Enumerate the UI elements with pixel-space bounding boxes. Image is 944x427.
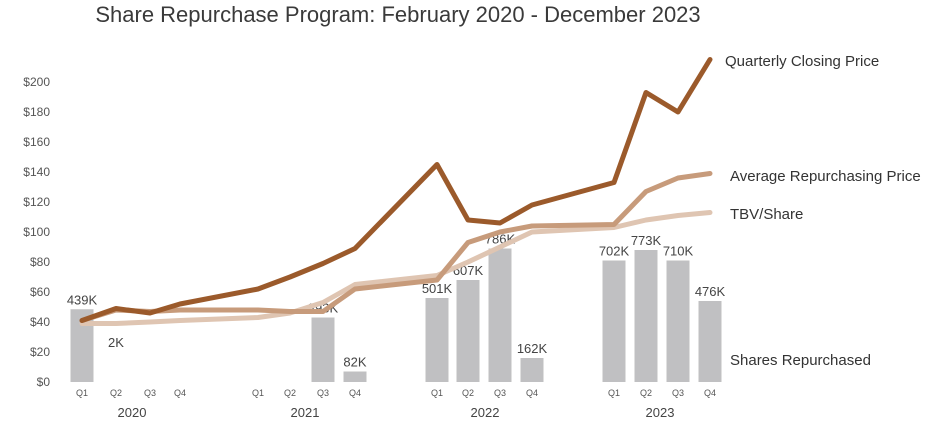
x-tick-year: 2023	[646, 405, 675, 420]
y-tick-label: $0	[37, 375, 51, 389]
x-tick-quarter: Q3	[672, 388, 684, 398]
bar	[343, 371, 367, 382]
y-tick-label: $40	[30, 315, 50, 329]
x-tick-quarter: Q2	[284, 388, 296, 398]
x-tick-quarter: Q3	[317, 388, 329, 398]
x-tick-quarter: Q3	[144, 388, 156, 398]
y-tick-label: $120	[23, 195, 50, 209]
x-tick-year: 2021	[291, 405, 320, 420]
bar-data-label: 773K	[631, 233, 662, 248]
x-tick-quarter: Q1	[608, 388, 620, 398]
line-series	[79, 57, 713, 326]
x-tick-quarter: Q4	[526, 388, 538, 398]
bar	[311, 317, 335, 382]
bar-data-label: 162K	[517, 341, 548, 356]
bar-data-label: 702K	[599, 244, 630, 259]
y-tick-label: $140	[23, 165, 50, 179]
y-tick-label: $60	[30, 285, 50, 299]
bar	[456, 280, 480, 382]
y-tick-label: $180	[23, 105, 50, 119]
bar-data-label: 82K	[343, 355, 366, 370]
bar-data-label: 439K	[67, 292, 98, 307]
bar-series: 439K2K393K82K501K607K786K162K702K773K710…	[67, 232, 726, 382]
x-tick-quarter: Q4	[349, 388, 361, 398]
x-tick-year: 2020	[118, 405, 147, 420]
x-tick-quarter: Q1	[431, 388, 443, 398]
series-name-label: Quarterly Closing Price	[725, 53, 879, 70]
series-line	[79, 210, 713, 326]
x-tick-quarter: Q2	[110, 388, 122, 398]
x-axis-ticks: Q1 Q2 Q3 Q4 2020 Q1 Q2 Q3 Q4 2021 Q1 Q2 Q3 Q4 2022 Q1 Q2…	[76, 388, 716, 420]
y-tick-label: $20	[30, 345, 50, 359]
bar	[425, 298, 449, 382]
x-tick-quarter: Q2	[462, 388, 474, 398]
x-tick-quarter: Q1	[252, 388, 264, 398]
bar	[666, 260, 690, 382]
y-tick-label: $160	[23, 135, 50, 149]
chart-title: Share Repurchase Program: February 2020 …	[95, 2, 700, 27]
x-tick-quarter: Q1	[76, 388, 88, 398]
series-name-label: TBV/Share	[730, 206, 803, 223]
y-axis-ticks: $0 $20 $40 $60 $80 $100 $120 $140 $160 $180 $200	[23, 75, 50, 389]
x-tick-quarter: Q2	[640, 388, 652, 398]
y-tick-label: $100	[23, 225, 50, 239]
bar	[520, 358, 544, 382]
bar	[698, 301, 722, 382]
bar	[488, 248, 512, 382]
x-tick-quarter: Q3	[494, 388, 506, 398]
bar-data-label: 476K	[695, 284, 726, 299]
bar-data-label: 501K	[422, 281, 453, 296]
x-tick-year: 2022	[471, 405, 500, 420]
bar	[634, 250, 658, 382]
series-line	[79, 57, 713, 323]
bar	[70, 309, 94, 382]
series-labels: Quarterly Closing Price Average Repurchas…	[725, 53, 921, 369]
bar-series-name-label: Shares Repurchased	[730, 352, 871, 369]
bar-data-label: 710K	[663, 244, 694, 259]
bar-data-label: 2K	[108, 335, 124, 350]
y-tick-label: $80	[30, 255, 50, 269]
series-name-label: Average Repurchasing Price	[730, 168, 921, 185]
x-tick-quarter: Q4	[174, 388, 186, 398]
y-tick-label: $200	[23, 75, 50, 89]
x-tick-quarter: Q4	[704, 388, 716, 398]
bar	[602, 260, 626, 382]
